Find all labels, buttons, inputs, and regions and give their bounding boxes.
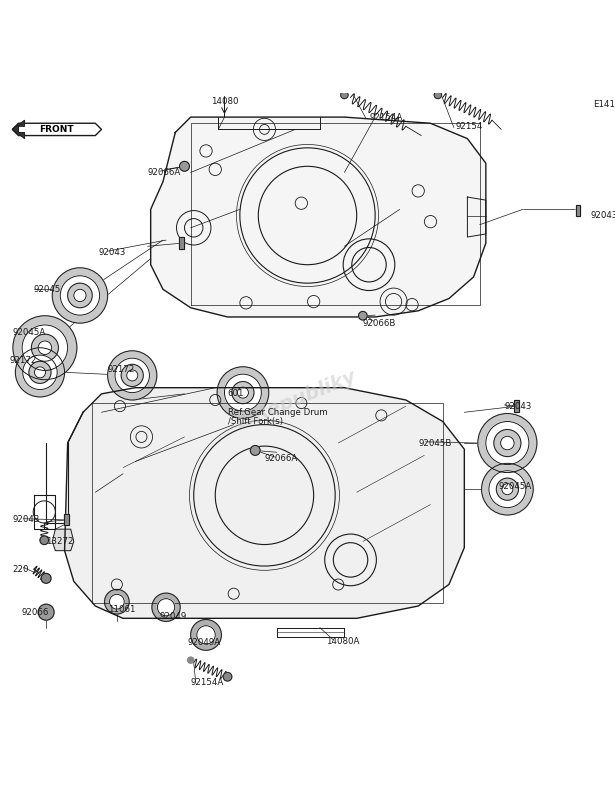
- Text: 220: 220: [12, 565, 29, 574]
- Text: 92043: 92043: [590, 211, 615, 220]
- Circle shape: [40, 536, 49, 545]
- Polygon shape: [13, 316, 77, 380]
- Bar: [179, 237, 184, 250]
- Text: 92045: 92045: [34, 285, 62, 294]
- Text: /Shift Fork(s): /Shift Fork(s): [228, 417, 282, 426]
- Polygon shape: [12, 120, 25, 138]
- Polygon shape: [127, 370, 138, 381]
- Polygon shape: [237, 387, 248, 398]
- Polygon shape: [23, 355, 57, 390]
- Circle shape: [223, 673, 232, 681]
- Text: 92066B: 92066B: [363, 318, 396, 328]
- Polygon shape: [29, 362, 51, 383]
- Circle shape: [341, 91, 348, 98]
- Text: 13272: 13272: [46, 537, 74, 546]
- Polygon shape: [12, 123, 101, 135]
- Polygon shape: [115, 358, 149, 393]
- Polygon shape: [496, 478, 518, 500]
- Polygon shape: [489, 470, 526, 508]
- Text: 92043: 92043: [504, 402, 532, 410]
- Text: 14080: 14080: [211, 98, 238, 106]
- Polygon shape: [191, 619, 221, 650]
- Text: 92066: 92066: [22, 608, 49, 617]
- Polygon shape: [157, 598, 175, 616]
- Polygon shape: [38, 341, 52, 354]
- Text: 92154A: 92154A: [369, 113, 402, 122]
- Polygon shape: [15, 348, 65, 397]
- Text: Ref.Gear Change Drum: Ref.Gear Change Drum: [228, 408, 327, 417]
- Polygon shape: [74, 290, 86, 302]
- Polygon shape: [108, 351, 157, 400]
- Text: E1411: E1411: [593, 100, 615, 110]
- Text: 92043: 92043: [12, 515, 40, 525]
- Text: 92172: 92172: [108, 365, 135, 374]
- Polygon shape: [486, 422, 529, 465]
- Text: 92049A: 92049A: [188, 638, 221, 647]
- Text: 92049: 92049: [160, 612, 187, 621]
- Circle shape: [188, 657, 194, 663]
- Bar: [514, 400, 519, 412]
- Polygon shape: [34, 366, 46, 378]
- Text: 11061: 11061: [108, 605, 135, 614]
- Polygon shape: [151, 117, 486, 317]
- Text: 92154A: 92154A: [191, 678, 224, 687]
- Text: 92045B: 92045B: [418, 438, 451, 447]
- Polygon shape: [217, 366, 269, 418]
- Text: 92043: 92043: [98, 248, 126, 257]
- Polygon shape: [109, 594, 124, 609]
- Circle shape: [180, 162, 189, 171]
- Circle shape: [38, 604, 54, 620]
- Text: 92154: 92154: [455, 122, 483, 131]
- Polygon shape: [197, 626, 215, 644]
- Text: 92066A: 92066A: [148, 168, 181, 177]
- Circle shape: [250, 446, 260, 455]
- Text: FRONT: FRONT: [39, 125, 74, 134]
- Text: tsRepubliky: tsRepubliky: [232, 367, 359, 433]
- Polygon shape: [105, 590, 129, 614]
- Circle shape: [434, 91, 442, 98]
- Polygon shape: [31, 334, 58, 362]
- Polygon shape: [121, 364, 143, 386]
- Bar: [64, 514, 69, 526]
- Text: 14080A: 14080A: [326, 637, 359, 646]
- Bar: [514, 400, 519, 412]
- Text: 92172: 92172: [9, 355, 37, 365]
- Circle shape: [359, 311, 367, 320]
- Polygon shape: [494, 430, 521, 457]
- Polygon shape: [482, 463, 533, 515]
- Polygon shape: [224, 374, 261, 411]
- Polygon shape: [60, 276, 100, 315]
- Text: 601: 601: [228, 390, 244, 398]
- Text: 92045A: 92045A: [498, 482, 531, 490]
- Bar: [576, 205, 581, 216]
- Polygon shape: [52, 268, 108, 323]
- Polygon shape: [502, 484, 513, 494]
- Polygon shape: [52, 529, 74, 550]
- Bar: [64, 514, 69, 526]
- Polygon shape: [65, 388, 464, 618]
- Polygon shape: [478, 414, 537, 473]
- Bar: [576, 205, 581, 216]
- Bar: [179, 237, 184, 250]
- Polygon shape: [68, 283, 92, 308]
- Text: 92066A: 92066A: [264, 454, 298, 463]
- Polygon shape: [501, 436, 514, 450]
- Text: 92045A: 92045A: [12, 328, 46, 337]
- Polygon shape: [232, 382, 254, 404]
- Circle shape: [41, 574, 51, 583]
- Polygon shape: [152, 593, 180, 622]
- Polygon shape: [22, 325, 68, 370]
